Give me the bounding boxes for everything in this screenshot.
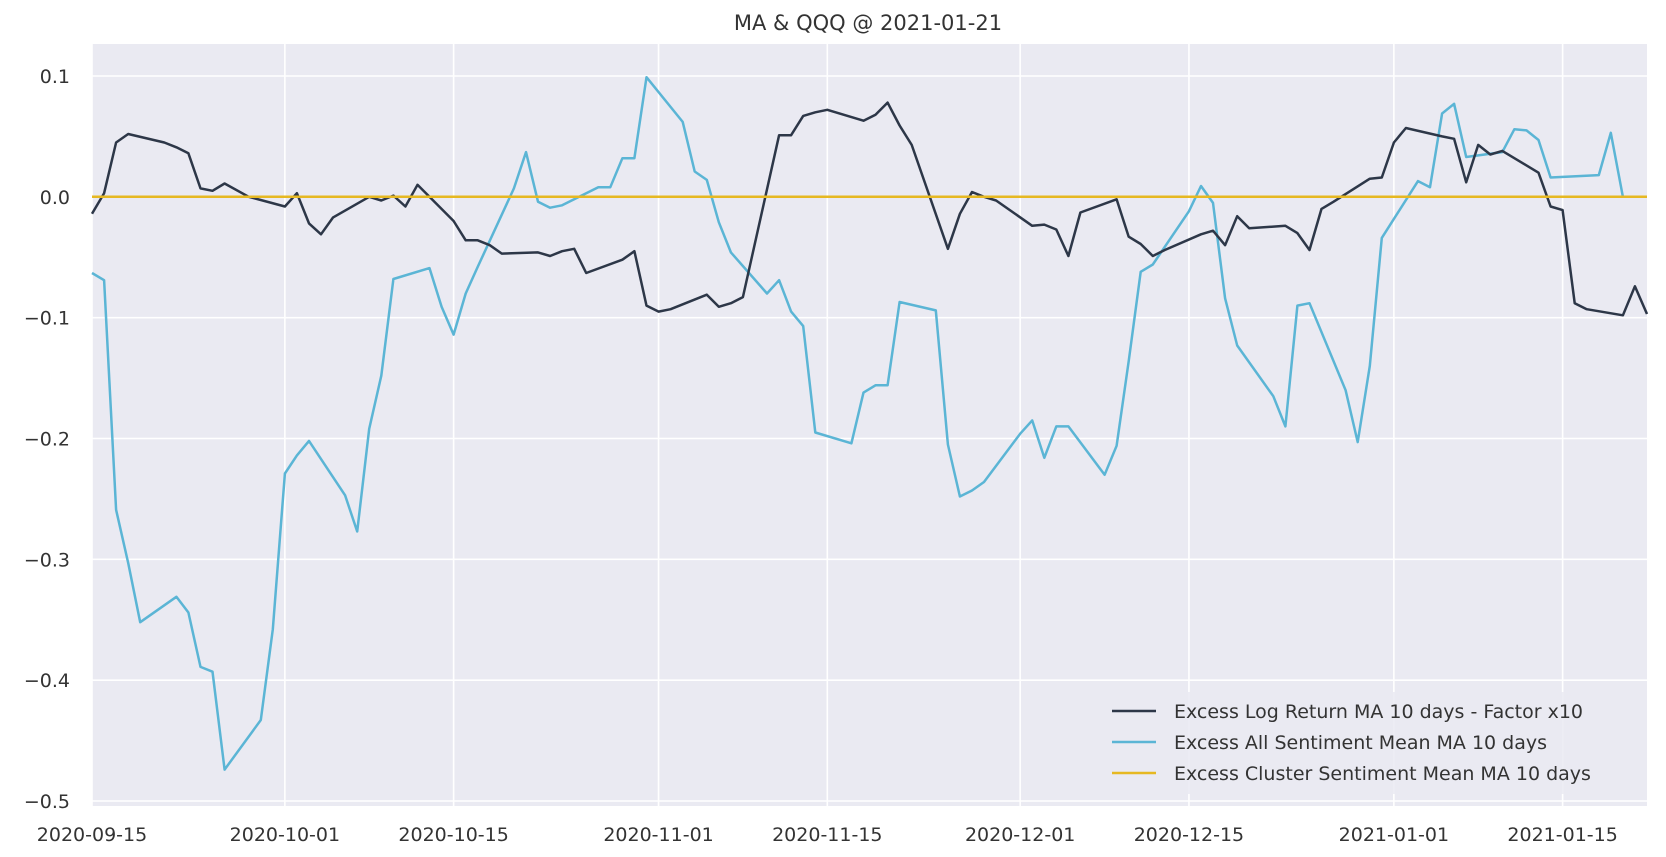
x-tick-label: 2021-01-01 [1339,824,1449,846]
series-layer [90,75,1649,771]
x-tick-label: 2020-11-15 [772,824,882,846]
y-tick-label: −0.4 [24,670,70,692]
y-tick-label: 0.0 [40,187,70,209]
x-tick-label: 2020-10-15 [398,824,508,846]
x-tick-label: 2020-09-15 [37,824,147,846]
legend: Excess Log Return MA 10 days - Factor x1… [1104,692,1641,794]
grid-lines [91,44,1647,806]
y-tick-label: 0.1 [40,66,70,88]
chart-title: MA & QQQ @ 2021-01-21 [734,11,1002,35]
x-tick-label: 2020-12-01 [965,824,1075,846]
series-line-1 [91,75,1625,771]
x-tick-label: 2020-12-15 [1134,824,1244,846]
y-tick-label: −0.5 [24,791,70,813]
legend-label-excess-log-return: Excess Log Return MA 10 days - Factor x1… [1174,701,1583,723]
series-line-0 [90,101,1649,317]
y-axis-ticks: 0.1 0.0 −0.1 −0.2 −0.3 −0.4 −0.5 [24,66,70,813]
x-axis-ticks: 2020-09-15 2020-10-01 2020-10-15 2020-11-01… [37,824,1618,846]
x-tick-label: 2021-01-15 [1507,824,1617,846]
legend-box [1104,692,1641,794]
x-tick-label: 2020-10-01 [230,824,340,846]
legend-label-excess-cluster-sentiment: Excess Cluster Sentiment Mean MA 10 days [1174,763,1591,785]
y-tick-label: −0.1 [24,308,70,330]
x-tick-label: 2020-11-01 [603,824,713,846]
legend-label-excess-all-sentiment: Excess All Sentiment Mean MA 10 days [1174,732,1547,754]
y-tick-label: −0.3 [24,549,70,571]
y-tick-label: −0.2 [24,429,70,451]
plot-area [92,44,1647,806]
